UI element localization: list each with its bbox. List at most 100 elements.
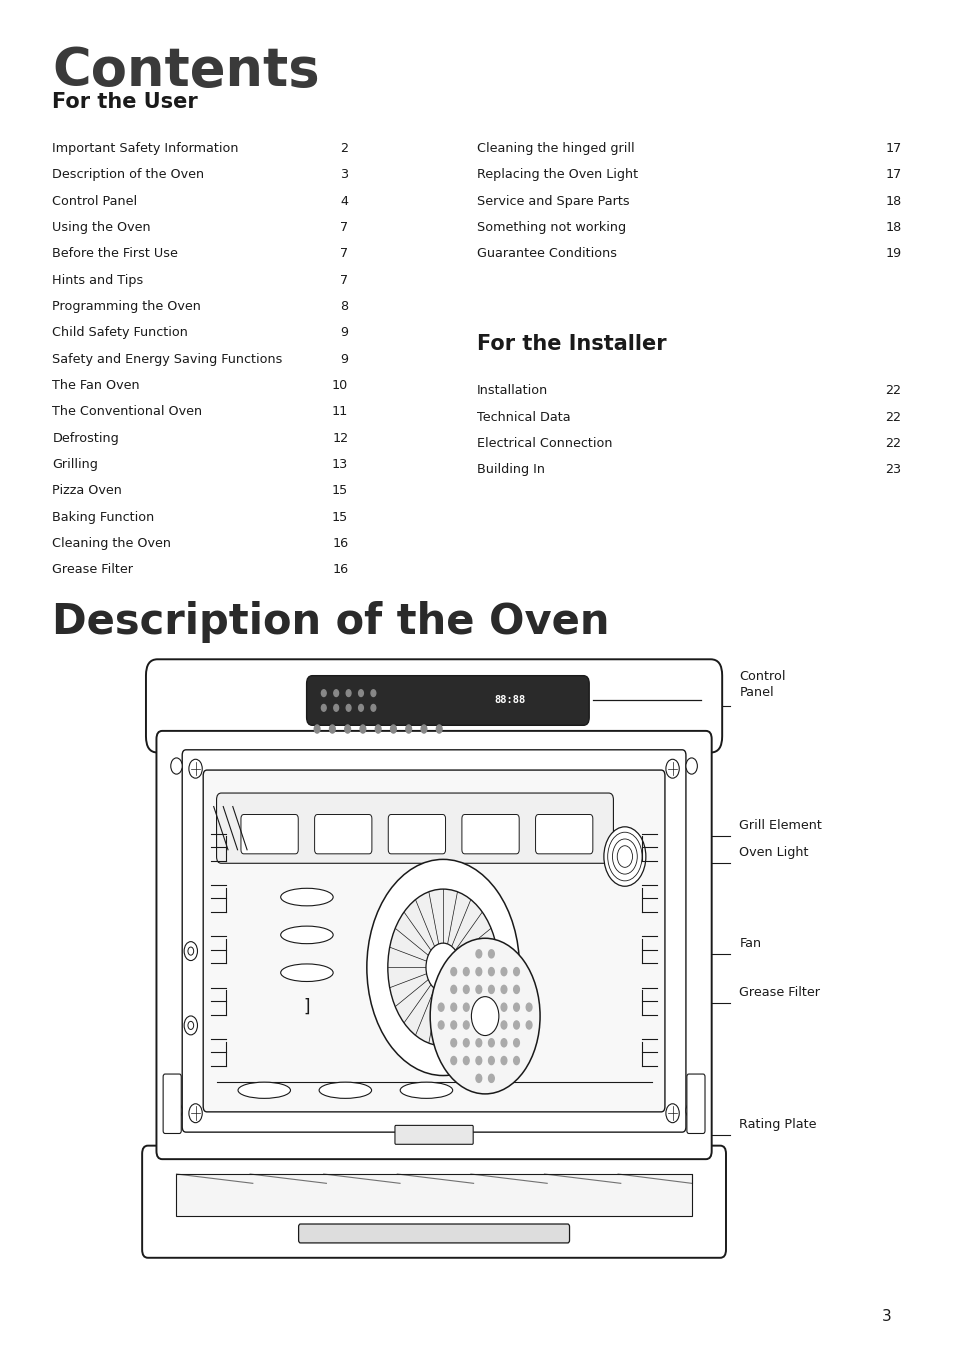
Text: Service and Spare Parts: Service and Spare Parts: [476, 195, 629, 208]
Circle shape: [488, 1056, 494, 1065]
Text: Control
Panel: Control Panel: [739, 670, 785, 700]
Text: Installation: Installation: [476, 385, 548, 397]
Circle shape: [526, 1021, 532, 1029]
Circle shape: [188, 947, 193, 955]
Circle shape: [665, 759, 679, 778]
Text: Electrical Connection: Electrical Connection: [476, 438, 612, 450]
FancyBboxPatch shape: [182, 750, 685, 1132]
Circle shape: [526, 1004, 532, 1012]
Text: 18: 18: [884, 222, 901, 234]
Text: 7: 7: [339, 222, 348, 234]
Text: Hints and Tips: Hints and Tips: [52, 274, 144, 286]
Text: Control Panel: Control Panel: [52, 195, 137, 208]
Circle shape: [436, 725, 441, 734]
Circle shape: [420, 725, 426, 734]
Circle shape: [346, 690, 351, 697]
Text: 3: 3: [882, 1309, 891, 1324]
Circle shape: [500, 1004, 506, 1012]
Text: 9: 9: [340, 353, 348, 366]
Text: 7: 7: [339, 274, 348, 286]
Text: Something not working: Something not working: [476, 222, 625, 234]
Circle shape: [665, 1104, 679, 1123]
FancyBboxPatch shape: [216, 793, 613, 863]
Circle shape: [437, 1004, 443, 1012]
Text: Guarantee Conditions: Guarantee Conditions: [476, 247, 617, 261]
Text: Technical Data: Technical Data: [476, 411, 570, 424]
Ellipse shape: [280, 927, 333, 944]
Text: 16: 16: [332, 563, 348, 577]
Text: ]: ]: [303, 998, 310, 1016]
Text: 3: 3: [339, 168, 348, 181]
FancyBboxPatch shape: [395, 1125, 473, 1144]
Circle shape: [476, 1074, 481, 1082]
Text: For the Installer: For the Installer: [476, 335, 666, 354]
Circle shape: [426, 943, 460, 992]
Ellipse shape: [280, 889, 333, 907]
Text: 17: 17: [884, 168, 901, 181]
Text: Cleaning the hinged grill: Cleaning the hinged grill: [476, 142, 634, 155]
Text: 4: 4: [340, 195, 348, 208]
Circle shape: [488, 985, 494, 993]
FancyBboxPatch shape: [203, 770, 664, 1112]
Text: 9: 9: [340, 327, 348, 339]
Text: Grease Filter: Grease Filter: [52, 563, 133, 577]
Circle shape: [463, 985, 469, 993]
Circle shape: [513, 1021, 518, 1029]
Ellipse shape: [280, 965, 333, 981]
Text: Grill Element: Grill Element: [739, 819, 821, 832]
Circle shape: [463, 967, 469, 975]
Circle shape: [334, 704, 338, 711]
Text: Building In: Building In: [476, 463, 544, 477]
Text: Rating Plate: Rating Plate: [739, 1117, 816, 1131]
Circle shape: [344, 725, 350, 734]
Circle shape: [488, 967, 494, 975]
Circle shape: [500, 967, 506, 975]
Circle shape: [463, 1021, 469, 1029]
Circle shape: [476, 1021, 481, 1029]
Text: 10: 10: [332, 378, 348, 392]
Circle shape: [513, 1004, 518, 1012]
Text: Using the Oven: Using the Oven: [52, 222, 151, 234]
Circle shape: [405, 725, 411, 734]
Circle shape: [390, 725, 395, 734]
FancyBboxPatch shape: [163, 1074, 181, 1133]
Circle shape: [500, 1056, 506, 1065]
Circle shape: [685, 758, 697, 774]
Circle shape: [476, 1056, 481, 1065]
Text: Defrosting: Defrosting: [52, 432, 119, 444]
FancyBboxPatch shape: [535, 815, 592, 854]
Circle shape: [358, 704, 363, 711]
Circle shape: [471, 997, 498, 1036]
Bar: [176, 1174, 691, 1216]
Text: Grilling: Grilling: [52, 458, 98, 471]
Circle shape: [500, 1021, 506, 1029]
Circle shape: [329, 725, 335, 734]
Circle shape: [685, 1102, 697, 1119]
Text: 2: 2: [340, 142, 348, 155]
Circle shape: [476, 1039, 481, 1047]
Circle shape: [321, 690, 326, 697]
FancyBboxPatch shape: [314, 815, 372, 854]
Circle shape: [488, 1004, 494, 1012]
Text: Important Safety Information: Important Safety Information: [52, 142, 238, 155]
Circle shape: [488, 1074, 494, 1082]
Circle shape: [371, 704, 375, 711]
Text: 22: 22: [884, 438, 901, 450]
Circle shape: [171, 758, 182, 774]
Text: Contents: Contents: [52, 45, 320, 96]
Text: Before the First Use: Before the First Use: [52, 247, 178, 261]
Text: 13: 13: [332, 458, 348, 471]
Text: Child Safety Function: Child Safety Function: [52, 327, 188, 339]
FancyBboxPatch shape: [686, 1074, 704, 1133]
Circle shape: [451, 1056, 456, 1065]
Text: Pizza Oven: Pizza Oven: [52, 485, 122, 497]
Text: Description of the Oven: Description of the Oven: [52, 601, 609, 643]
Circle shape: [321, 704, 326, 711]
Text: 12: 12: [332, 432, 348, 444]
FancyBboxPatch shape: [461, 815, 518, 854]
Circle shape: [451, 985, 456, 993]
Circle shape: [513, 967, 518, 975]
Circle shape: [500, 985, 506, 993]
Circle shape: [388, 889, 498, 1046]
Circle shape: [184, 942, 197, 961]
